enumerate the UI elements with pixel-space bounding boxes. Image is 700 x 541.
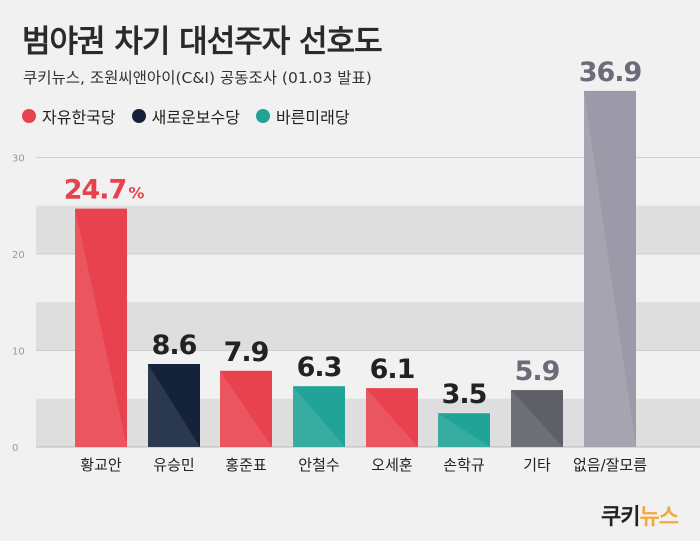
category-label: 유승민 (153, 456, 194, 474)
brand-logo-accent: 뉴스 (639, 505, 679, 530)
value-label: 36.9 (579, 57, 642, 88)
legend-swatch-liberty-korea (22, 109, 36, 123)
bar-shade (293, 386, 345, 447)
category-label: 황교안 (80, 456, 122, 474)
bar (293, 386, 345, 447)
y-tick-label: 20 (12, 250, 25, 261)
bar-shade (366, 388, 418, 447)
chart-subtitle: 쿠키뉴스, 조원씨앤아이(C&I) 공동조사 (01.03 발표) (23, 69, 372, 87)
bar-shade (511, 390, 563, 447)
brand-logo-main: 쿠키 (601, 505, 640, 530)
legend-item-liberty-korea: 자유한국당 (22, 104, 116, 128)
legend-item-bareunmirae: 바른미래당 (255, 104, 350, 128)
y-tick-label: 30 (12, 154, 25, 165)
value-label: 5.9 (515, 356, 560, 387)
bar (366, 388, 418, 447)
y-tick-label: 10 (12, 347, 25, 358)
value-label: 24.7 (64, 175, 127, 206)
brand-logo: 쿠키뉴스 (601, 499, 679, 531)
bar (511, 390, 563, 447)
category-label: 기타 (523, 456, 551, 474)
category-label: 홍준표 (225, 456, 267, 474)
value-label: 8.6 (152, 330, 197, 361)
bar (148, 364, 200, 447)
legend-swatch-new-conservative (131, 109, 146, 123)
bar-shade (584, 90, 636, 447)
legend-label: 새로운보수당 (151, 108, 240, 127)
bar (584, 90, 636, 447)
category-label: 오세훈 (371, 456, 412, 474)
chart-title: 범야권 차기 대선주자 선호도 (22, 24, 383, 60)
legend-label: 바른미래당 (275, 108, 350, 127)
value-label-percent: % (128, 184, 144, 203)
legend-label: 자유한국당 (42, 108, 116, 127)
legend-swatch-bareunmirae (255, 109, 270, 123)
bar-shade (148, 364, 200, 447)
value-label: 3.5 (442, 379, 487, 410)
bar-shade (220, 370, 272, 447)
category-label: 안철수 (298, 456, 339, 474)
bar (220, 370, 272, 447)
legend: 자유한국당 새로운보수당 바른미래당 (22, 104, 366, 128)
category-label: 손학규 (443, 456, 484, 474)
value-label: 7.9 (224, 337, 269, 368)
category-label: 없음/잘모름 (573, 456, 647, 474)
bar-shade (438, 413, 490, 447)
value-label: 6.3 (297, 352, 342, 383)
bar-shade (75, 208, 127, 447)
y-tick-label: 0 (12, 443, 18, 454)
value-label: 6.1 (370, 354, 415, 385)
bar (438, 413, 490, 447)
bar (75, 208, 127, 447)
legend-item-new-conservative: 새로운보수당 (131, 104, 240, 128)
